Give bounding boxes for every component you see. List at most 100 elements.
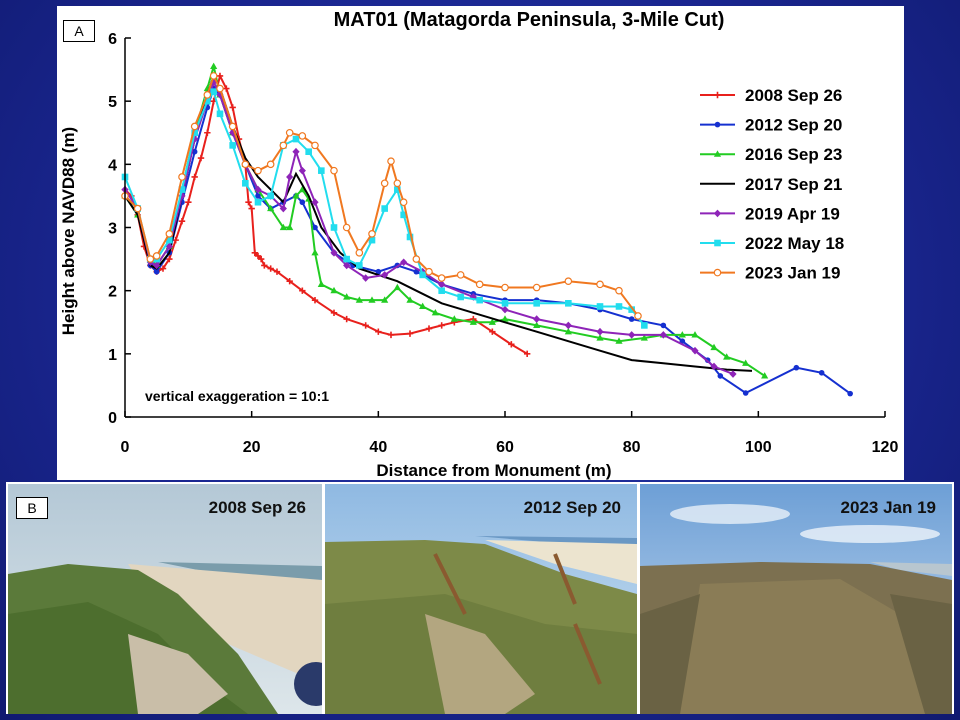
legend-marker [714, 239, 721, 247]
beach-photo-image [325, 484, 637, 714]
data-point [254, 185, 262, 194]
x-tick-label: 0 [121, 439, 130, 456]
data-point [564, 321, 572, 330]
data-point [210, 88, 217, 95]
data-point [717, 373, 724, 379]
data-point [368, 236, 376, 244]
data-point [245, 199, 252, 206]
data-point [210, 62, 218, 70]
y-tick-label: 4 [108, 157, 117, 174]
data-point [273, 268, 281, 275]
data-point [285, 128, 294, 137]
y-tick-label: 3 [108, 221, 117, 238]
data-point [356, 262, 363, 269]
data-point [279, 141, 288, 150]
y-tick-label: 0 [108, 410, 117, 427]
data-point [729, 370, 737, 378]
data-point [532, 283, 541, 292]
data-point [564, 327, 572, 335]
data-point [343, 315, 350, 323]
data-point [793, 364, 800, 371]
data-point [298, 132, 307, 140]
legend-marker [713, 268, 722, 277]
data-point [242, 179, 249, 187]
data-point [204, 129, 211, 136]
data-point [228, 122, 237, 131]
data-point [691, 346, 699, 355]
legend-marker [713, 150, 722, 157]
x-tick-label: 80 [623, 439, 641, 456]
data-point [412, 255, 421, 263]
legend-label: 2016 Sep 23 [745, 145, 842, 164]
data-point [330, 224, 338, 231]
data-point [203, 91, 212, 99]
panel-label-b: B [16, 497, 48, 519]
data-point [330, 309, 338, 316]
data-point [330, 286, 338, 294]
data-point [229, 104, 236, 111]
data-point [489, 328, 496, 335]
y-tick-label: 2 [108, 284, 117, 301]
data-point [437, 274, 446, 282]
data-point [501, 305, 509, 314]
data-point [742, 390, 749, 396]
data-point [394, 186, 401, 193]
data-point [710, 343, 718, 351]
data-point [298, 166, 306, 175]
data-point [178, 217, 186, 225]
data-point [216, 84, 224, 93]
data-point [761, 372, 769, 379]
data-point [393, 179, 402, 188]
data-point [305, 148, 312, 155]
data-point [393, 283, 401, 291]
data-point [564, 277, 573, 285]
data-point [381, 271, 389, 279]
series-2008-sep-26 [121, 72, 531, 358]
data-point [375, 328, 382, 335]
data-point [178, 173, 186, 181]
data-point [523, 350, 531, 358]
data-point [533, 300, 540, 307]
data-point [501, 283, 509, 292]
series-2023-jan-19 [121, 72, 642, 320]
data-point [659, 331, 667, 339]
data-point [615, 303, 623, 310]
beach-photo-image [8, 484, 322, 714]
data-point [634, 312, 642, 320]
beach-photo-image [640, 484, 952, 714]
legend-label: 2012 Sep 20 [745, 116, 842, 135]
data-point [565, 300, 572, 307]
data-point [286, 223, 294, 231]
data-point [133, 204, 142, 213]
data-point [166, 236, 173, 244]
data-point [596, 303, 604, 310]
data-point [596, 334, 604, 341]
legend-marker [714, 91, 721, 99]
data-point [380, 179, 389, 188]
data-point [298, 185, 306, 193]
data-point [691, 331, 699, 338]
data-point [640, 334, 648, 341]
data-point [191, 135, 199, 143]
data-point [146, 255, 155, 263]
data-point [355, 296, 363, 303]
data-point [178, 192, 186, 200]
data-point [660, 322, 667, 329]
data-point [641, 322, 648, 329]
data-point [292, 135, 300, 143]
data-point [343, 255, 350, 263]
data-point [191, 148, 198, 155]
data-point [476, 296, 483, 304]
data-point [165, 230, 174, 238]
data-point [299, 287, 306, 294]
data-point [533, 315, 541, 323]
data-point [368, 230, 376, 238]
data-point [406, 296, 414, 303]
data-point [267, 192, 274, 200]
data-point [317, 280, 325, 287]
data-point [387, 157, 395, 165]
data-point [362, 322, 369, 329]
data-point [311, 296, 319, 304]
data-point [204, 97, 211, 105]
data-point [299, 199, 306, 206]
